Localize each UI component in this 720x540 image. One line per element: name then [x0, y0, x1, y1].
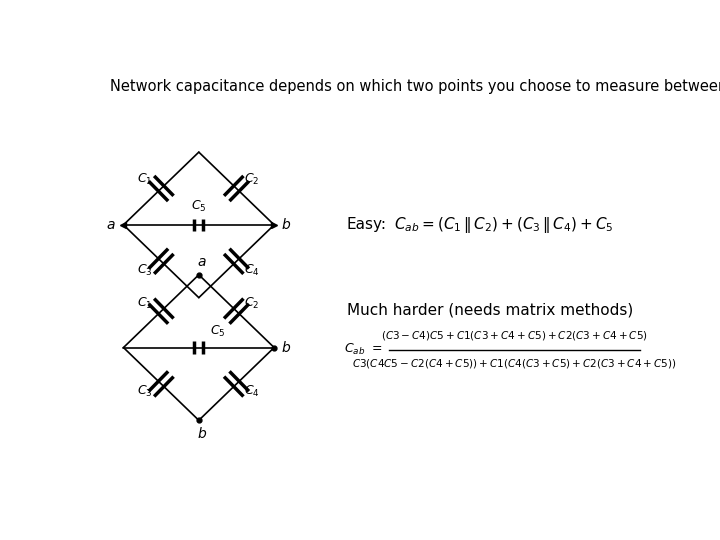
Text: $C_5$: $C_5$ [210, 324, 225, 339]
Text: $C_3$: $C_3$ [137, 263, 152, 278]
Text: Network capacitance depends on which two points you choose to measure between.: Network capacitance depends on which two… [109, 79, 720, 94]
Text: Easy:: Easy: [347, 218, 387, 232]
Text: $C_5$: $C_5$ [191, 199, 207, 214]
Text: $C_2$: $C_2$ [244, 296, 260, 311]
Text: $a$: $a$ [197, 255, 207, 269]
Text: $C3(C4C5-C2(C4+C5))+C1(C4(C3+C5)+C2(C3+C4+C5))$: $C3(C4C5-C2(C4+C5))+C1(C4(C3+C5)+C2(C3+C… [352, 357, 676, 370]
Text: $b$: $b$ [281, 218, 291, 232]
Text: $C_{ab} = (C_1\,\|\,C_2) + (C_3\,\|\,C_4) + C_5$: $C_{ab} = (C_1\,\|\,C_2) + (C_3\,\|\,C_4… [394, 215, 613, 235]
Text: $C_1$: $C_1$ [137, 296, 152, 311]
Text: $C_2$: $C_2$ [244, 172, 260, 187]
Text: $a$: $a$ [106, 218, 116, 232]
Text: $C_1$: $C_1$ [137, 172, 152, 187]
Text: $C_{ab}$  =: $C_{ab}$ = [344, 342, 383, 357]
Text: $b$: $b$ [281, 340, 291, 355]
Text: $C_3$: $C_3$ [137, 384, 152, 399]
Text: Much harder (needs matrix methods): Much harder (needs matrix methods) [347, 302, 633, 318]
Text: $C_4$: $C_4$ [244, 384, 260, 399]
Text: $(C3-C4)C5+C1(C3+C4+C5)+C2(C3+C4+C5)$: $(C3-C4)C5+C1(C3+C4+C5)+C2(C3+C4+C5)$ [381, 329, 647, 342]
Text: $b$: $b$ [197, 426, 207, 441]
Text: $C_4$: $C_4$ [244, 263, 260, 278]
